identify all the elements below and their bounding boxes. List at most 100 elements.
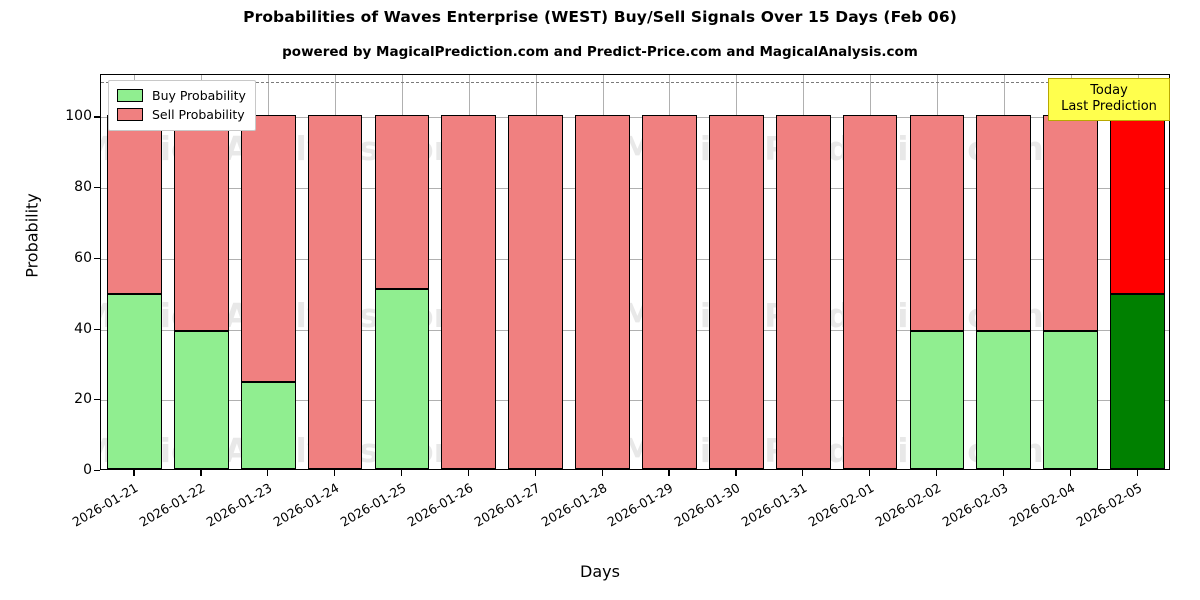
- bar: [240, 115, 296, 469]
- y-axis-tick-mark: [94, 257, 100, 260]
- chart-title: Probabilities of Waves Enterprise (WEST)…: [243, 8, 957, 26]
- bar: [909, 115, 965, 469]
- bar: [374, 115, 430, 469]
- bar-segment-sell: [240, 115, 296, 383]
- bar-segment-sell: [1110, 115, 1165, 294]
- bar: [307, 115, 363, 469]
- legend-swatch-sell-icon: [117, 108, 143, 121]
- x-axis-tick-mark: [334, 470, 336, 476]
- bar-segment-sell: [1043, 115, 1099, 332]
- bar: [775, 115, 831, 469]
- y-axis-tick-label: 0: [83, 462, 92, 478]
- y-axis-tick-mark: [94, 187, 100, 189]
- y-axis-tick-label: 80: [74, 179, 92, 196]
- today-annotation: Today Last Prediction: [1048, 78, 1170, 121]
- bar: [642, 115, 697, 469]
- x-axis-tick-mark: [935, 470, 938, 476]
- bar: [708, 115, 764, 469]
- x-axis-tick-mark: [869, 470, 871, 476]
- y-axis-tick-mark: [94, 116, 100, 118]
- x-axis-tick-mark: [1136, 470, 1138, 476]
- bar-segment-buy: [1043, 331, 1099, 469]
- bar-segment-sell: [441, 115, 497, 469]
- x-axis-tick-label: 2026-01-29: [605, 480, 676, 530]
- bar-segment-sell: [575, 115, 630, 469]
- x-axis-tick-label: 2026-01-25: [337, 480, 409, 530]
- bar: [107, 115, 162, 469]
- bar: [441, 115, 497, 469]
- x-axis-tick-mark: [133, 470, 135, 476]
- x-axis-tick-mark: [668, 470, 670, 476]
- y-axis-tick-label: 60: [74, 249, 92, 266]
- bar-segment-buy: [374, 288, 430, 469]
- gridline-horizontal: [101, 329, 1169, 331]
- bar-segment-buy: [107, 293, 162, 469]
- chart-legend: Buy Probability Sell Probability: [108, 80, 256, 131]
- x-axis-tick-label: 2026-01-31: [738, 480, 810, 530]
- x-axis-tick-mark: [467, 470, 469, 476]
- x-axis-tick-mark: [200, 470, 202, 476]
- x-axis-tick-label: 2026-01-24: [270, 480, 342, 530]
- x-axis-tick-mark: [735, 470, 737, 476]
- legend-label-buy: Buy Probability: [152, 88, 246, 103]
- bar-segment-sell: [909, 115, 965, 332]
- x-axis-tick-mark: [267, 470, 269, 476]
- gridline-horizontal: [101, 188, 1169, 190]
- gridline-horizontal: [101, 258, 1169, 260]
- bar-segment-buy: [909, 331, 965, 469]
- x-axis-tick-label: 2026-02-05: [1073, 480, 1145, 530]
- x-axis-tick-label: 2026-02-04: [1006, 480, 1078, 530]
- x-axis-tick-mark: [400, 470, 403, 476]
- y-axis-tick-label: 40: [74, 320, 92, 337]
- x-axis-tick-label: 2026-01-28: [538, 480, 610, 530]
- bar-segment-sell: [708, 115, 764, 469]
- today-annotation-line2: Last Prediction: [1061, 98, 1157, 114]
- legend-label-sell: Sell Probability: [152, 107, 245, 122]
- y-axis-tick-mark: [94, 470, 100, 472]
- bar-segment-buy: [240, 382, 296, 469]
- bar-segment-buy: [173, 331, 229, 469]
- bar-today: [1110, 115, 1165, 469]
- legend-item-buy: Buy Probability: [117, 86, 246, 105]
- bar-segment-sell: [976, 115, 1032, 332]
- x-axis-tick-label: 2026-02-01: [805, 480, 877, 530]
- gridline-horizontal: [101, 400, 1169, 402]
- legend-swatch-buy-icon: [117, 89, 143, 102]
- x-axis-tick-label: 2026-01-27: [471, 480, 543, 530]
- x-axis-tick-label: 2026-01-30: [671, 480, 743, 530]
- y-axis-tick-label: 20: [74, 391, 92, 408]
- bar-segment-sell: [775, 115, 831, 469]
- plot-inner: MagicalAnalysis.comMagicalPrediction.com…: [101, 75, 1169, 469]
- chart-subtitle: powered by MagicalPrediction.com and Pre…: [282, 44, 918, 60]
- plot-area: MagicalAnalysis.comMagicalPrediction.com…: [100, 74, 1170, 470]
- x-axis-tick-label: 2026-02-02: [872, 480, 944, 530]
- bar: [173, 115, 229, 469]
- x-axis-tick-label: 2026-02-03: [939, 480, 1011, 530]
- bar-segment-sell: [307, 115, 363, 469]
- x-axis-tick-label: 2026-01-26: [404, 480, 476, 530]
- today-annotation-line1: Today: [1090, 83, 1128, 98]
- x-axis-tick-mark: [601, 470, 603, 476]
- x-axis-tick-label: 2026-01-21: [70, 480, 141, 530]
- y-axis-tick-mark: [94, 399, 100, 401]
- x-axis-label: Days: [580, 562, 620, 581]
- bar: [842, 115, 898, 469]
- bar-segment-sell: [107, 115, 162, 294]
- bar: [575, 115, 630, 469]
- x-axis-tick-mark: [1002, 470, 1004, 476]
- bar: [976, 115, 1032, 469]
- gridline-horizontal: [101, 117, 1169, 119]
- x-axis-tick-label: 2026-01-23: [203, 480, 275, 530]
- bar-segment-buy: [1110, 293, 1165, 469]
- bar-segment-sell: [642, 115, 697, 469]
- bar-segment-sell: [374, 115, 430, 289]
- bar-segment-sell: [842, 115, 898, 469]
- bar-segment-buy: [976, 331, 1032, 469]
- bar-segment-sell: [173, 115, 229, 332]
- y-axis-tick-mark: [94, 328, 100, 330]
- bar-segment-sell: [508, 115, 564, 469]
- x-axis-tick-mark: [534, 470, 536, 476]
- x-axis-tick-mark: [1069, 470, 1071, 476]
- reference-dashed-line: [101, 82, 1169, 84]
